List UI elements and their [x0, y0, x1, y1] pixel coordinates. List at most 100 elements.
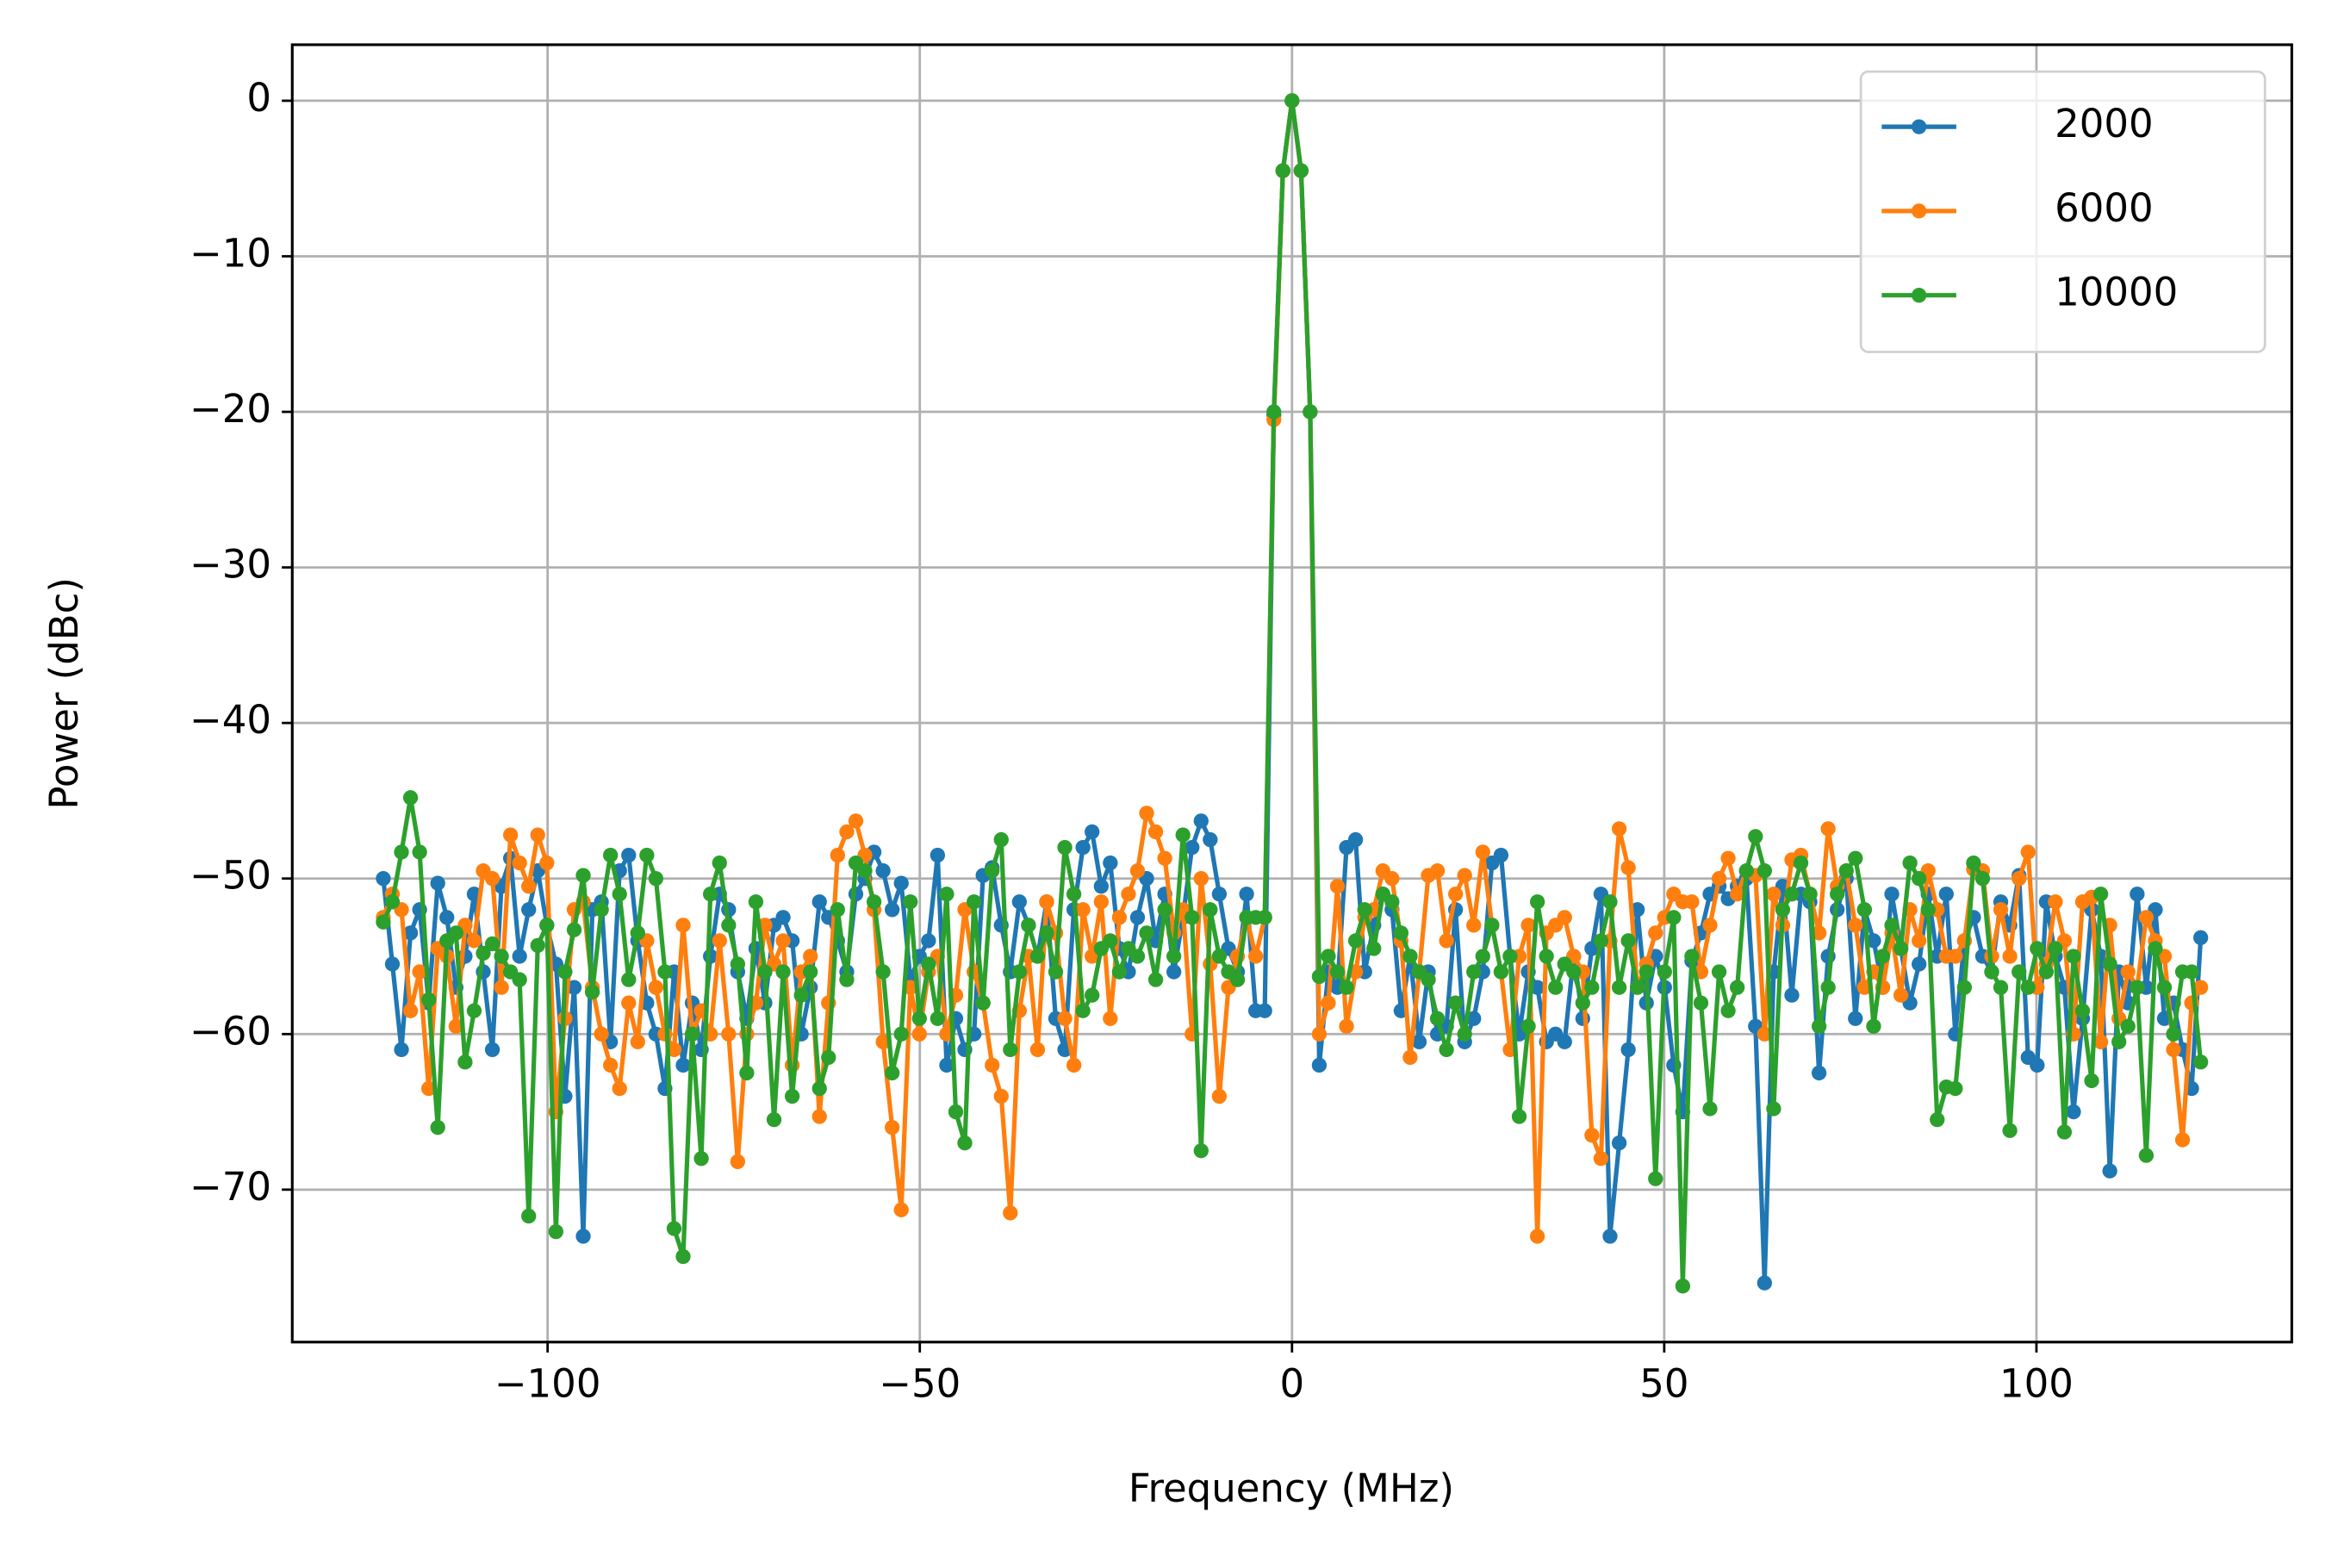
data-point	[2156, 980, 2173, 995]
data-point	[1956, 980, 1973, 995]
data-point	[1093, 894, 1109, 910]
data-point	[1948, 949, 1963, 964]
x-tick-label: 50	[1639, 1361, 1688, 1407]
data-point	[1966, 856, 1981, 871]
data-point	[548, 1223, 563, 1240]
data-point	[1893, 941, 1909, 956]
y-tick-label: −10	[190, 230, 271, 276]
data-point	[1275, 163, 1290, 178]
data-point	[684, 1026, 700, 1042]
data-point	[1093, 879, 1109, 894]
data-point	[1466, 918, 1482, 933]
data-point	[1429, 863, 1446, 879]
data-point	[1085, 824, 1100, 840]
y-tick-label: −20	[190, 386, 271, 432]
data-point	[1611, 1136, 1627, 1151]
data-point	[1984, 964, 1999, 980]
data-point	[2048, 894, 2063, 910]
data-point	[911, 1026, 927, 1042]
data-point	[384, 894, 401, 910]
data-point	[603, 847, 619, 863]
data-point	[911, 1011, 927, 1026]
data-point	[766, 1111, 782, 1128]
data-point	[1602, 1229, 1618, 1244]
data-point	[1720, 850, 1736, 866]
data-point	[1729, 980, 1745, 995]
data-point	[376, 871, 391, 887]
data-point	[1702, 918, 1718, 933]
data-point	[1057, 839, 1073, 856]
legend-label: 2000	[2055, 101, 2154, 146]
data-point	[875, 863, 891, 879]
data-point	[484, 936, 501, 952]
data-point	[1830, 887, 1845, 902]
data-point	[466, 933, 482, 949]
data-point	[857, 863, 873, 879]
data-point	[1548, 980, 1564, 995]
data-point	[1257, 910, 1272, 925]
data-point	[1311, 1026, 1328, 1042]
data-point	[1675, 1279, 1691, 1294]
data-point	[2174, 1132, 2191, 1148]
data-point	[811, 1109, 827, 1124]
data-point	[2030, 1057, 2045, 1073]
data-point	[875, 964, 891, 980]
data-point	[1557, 1034, 1572, 1049]
data-point	[1693, 995, 1709, 1011]
data-point	[948, 1104, 964, 1120]
data-point	[1502, 949, 1518, 964]
data-point	[439, 910, 455, 925]
data-point	[1203, 831, 1218, 848]
data-point	[739, 1065, 755, 1081]
data-point	[484, 871, 501, 887]
data-point	[2192, 1055, 2209, 1070]
data-point	[2030, 941, 2045, 956]
data-point	[494, 949, 509, 964]
data-point	[1784, 987, 1800, 1003]
data-point	[1247, 949, 1264, 964]
data-point	[1103, 856, 1118, 871]
data-point	[1720, 1003, 1736, 1018]
data-point	[1175, 827, 1191, 843]
data-point	[957, 1136, 973, 1151]
data-point	[2066, 1104, 2081, 1120]
data-point	[1439, 933, 1454, 949]
data-point	[1766, 887, 1781, 902]
data-point	[1648, 1171, 1663, 1186]
data-point	[775, 910, 791, 925]
data-point	[2138, 1148, 2155, 1163]
data-point	[1311, 1057, 1328, 1073]
data-point	[1602, 894, 1618, 910]
x-tick-label: −50	[879, 1361, 961, 1407]
data-point	[1757, 1275, 1773, 1291]
data-point	[1166, 949, 1182, 964]
data-point	[521, 1208, 537, 1224]
y-tick-label: −30	[190, 542, 271, 588]
data-point	[484, 1042, 501, 1057]
data-point	[702, 887, 718, 902]
data-point	[1447, 887, 1464, 902]
data-point	[975, 995, 991, 1011]
data-point	[430, 875, 445, 891]
data-point	[1402, 1049, 1418, 1066]
data-point	[1129, 910, 1146, 925]
x-tick-label: −100	[494, 1361, 601, 1407]
data-point	[557, 964, 573, 980]
data-point	[2002, 949, 2018, 964]
data-point	[530, 937, 545, 954]
data-point	[1575, 995, 1590, 1011]
data-point	[821, 1049, 836, 1066]
data-point	[1429, 1011, 1446, 1026]
data-point	[1930, 1111, 1945, 1128]
data-point	[721, 918, 737, 933]
data-point	[1811, 925, 1827, 941]
data-point	[721, 1026, 737, 1042]
data-point	[793, 987, 809, 1003]
data-point	[2092, 1034, 2109, 1049]
data-point	[1329, 879, 1346, 894]
data-point	[1757, 863, 1773, 879]
data-point	[2012, 871, 2027, 887]
data-point	[621, 995, 637, 1011]
data-point	[2192, 930, 2209, 945]
